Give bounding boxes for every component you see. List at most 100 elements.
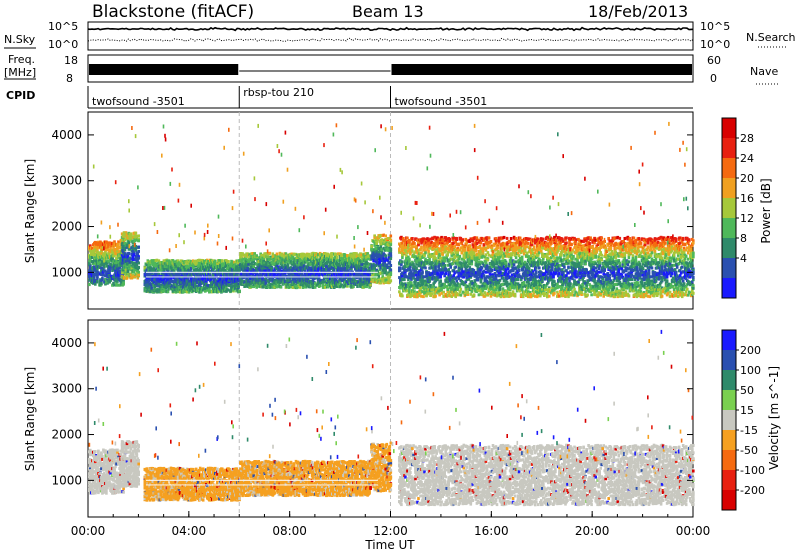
echo-cell [255, 281, 258, 285]
echo-cell [197, 280, 201, 284]
echo-cell [118, 283, 121, 287]
echo-cell [286, 259, 290, 263]
cpid-label: CPID [6, 89, 35, 102]
echo-cell [124, 268, 128, 272]
echo-cell [132, 269, 136, 273]
echo-cell [111, 256, 114, 260]
echo-cell [99, 261, 102, 265]
echo-cell [190, 282, 194, 286]
echo-cell [129, 236, 133, 240]
echo-cell [176, 263, 180, 267]
echo-cell [232, 276, 235, 280]
echo-cell [136, 276, 140, 280]
echo-cell [389, 238, 393, 242]
echo-cell [298, 285, 302, 289]
echo-cell [247, 259, 250, 263]
echo-cell [307, 273, 311, 277]
echo-cell [204, 289, 207, 293]
echo-cell [308, 256, 312, 260]
echo-cell [179, 284, 183, 288]
echo-cell [112, 281, 115, 285]
echo-cell [166, 269, 170, 273]
nsky-panel [87, 21, 694, 51]
echo-cell [219, 269, 222, 273]
echo-cell [125, 274, 129, 278]
nave-tick-top: 60 [707, 54, 721, 67]
echo-cell [269, 283, 273, 287]
echo-cell [260, 273, 263, 277]
echo-cell [128, 247, 132, 251]
echo-cell [275, 265, 279, 269]
echo-cell [258, 268, 261, 272]
echo-cell [275, 284, 279, 288]
echo-cell [253, 256, 256, 260]
echo-cell [120, 279, 123, 283]
echo-cell [134, 272, 138, 276]
echo-cell [297, 260, 301, 264]
echo-cell [216, 262, 219, 266]
echo-cell [369, 283, 372, 287]
echo-cell [91, 247, 94, 250]
echo-cell [97, 271, 100, 275]
echo-cell [147, 279, 151, 282]
echo-cell [126, 236, 130, 240]
echo-cell [166, 271, 170, 275]
echo-cell [209, 284, 212, 288]
echo-cell [238, 266, 241, 270]
echo-cell [163, 264, 167, 268]
echo-cell [237, 284, 240, 288]
echo-cell [134, 231, 138, 235]
echo-cell [121, 255, 125, 259]
echo-cell [171, 289, 175, 293]
echo-cell [137, 261, 140, 265]
echo-cell [117, 261, 120, 265]
echo-cell [274, 254, 278, 258]
echo-cell [122, 240, 125, 244]
nsky-tick-bottom: 10^0 [48, 38, 78, 51]
echo-cell [143, 267, 147, 271]
echo-cell [292, 252, 296, 256]
echo-cell [252, 264, 255, 268]
echo-cell [113, 240, 116, 244]
echo-cell [176, 259, 180, 263]
echo-cell [185, 290, 189, 294]
echo-cell [175, 284, 179, 288]
cpid-segment-label: twofsound -3501 [92, 95, 185, 108]
echo-cell [245, 255, 248, 258]
echo-cell [246, 269, 249, 273]
echo-cell [137, 234, 140, 238]
echo-cell [124, 260, 128, 263]
echo-cell [164, 271, 168, 275]
freq-bars [89, 64, 692, 75]
echo-cell [222, 283, 225, 287]
echo-cell [116, 279, 119, 283]
echo-cell [189, 263, 193, 267]
echo-cell [305, 272, 309, 276]
echo-cell [121, 268, 125, 272]
echo-cell [173, 260, 177, 264]
echo-cell [199, 274, 203, 278]
echo-cell [88, 283, 91, 287]
echo-cell [280, 266, 284, 269]
echo-cell [103, 265, 106, 269]
echo-cell [399, 267, 402, 271]
echo-cell [309, 262, 313, 266]
echo-cell [122, 231, 126, 235]
echo-cell [289, 266, 293, 270]
echo-cell [221, 277, 224, 281]
nsky-label: N.Sky [4, 33, 36, 46]
echo-cell [89, 259, 92, 263]
echo-cell [169, 276, 173, 280]
echo-cell [233, 273, 236, 277]
echo-cell [195, 289, 199, 292]
echo-cell [152, 266, 156, 270]
echo-cell [224, 269, 227, 272]
echo-cell [193, 282, 197, 286]
echo-cell [165, 285, 169, 289]
echo-cell [158, 288, 162, 292]
echo-cell [150, 271, 154, 275]
echo-cell [286, 265, 290, 269]
echo-cell [301, 255, 305, 259]
echo-cell [184, 288, 188, 292]
echo-cell [262, 257, 265, 261]
